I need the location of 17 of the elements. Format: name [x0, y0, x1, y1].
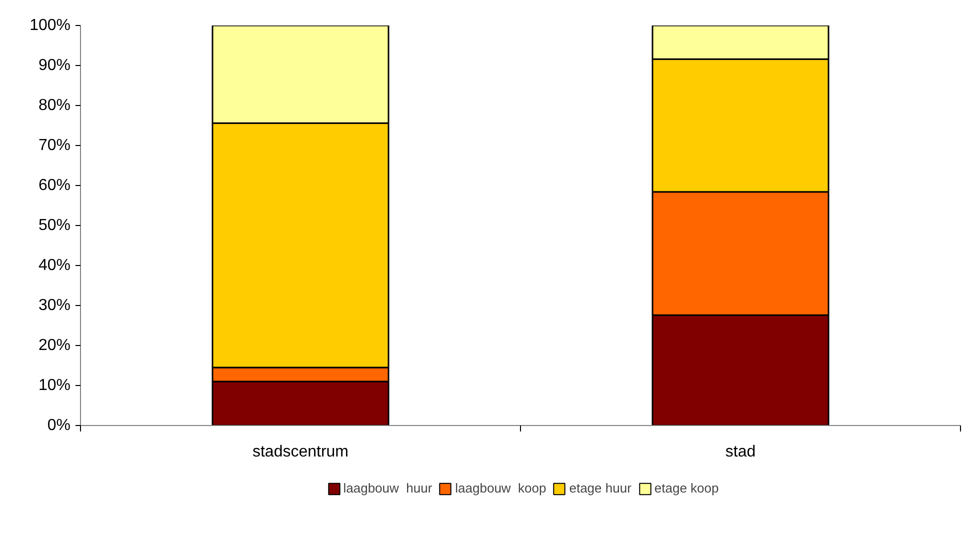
legend-label: laagbouw huur: [343, 480, 432, 496]
x-tick-label: stadscentrum: [252, 444, 349, 460]
legend-label: etage huur: [569, 480, 632, 496]
y-tick-label: 40%: [38, 257, 71, 274]
y-tick-label: 20%: [38, 337, 71, 354]
y-tick-label: 60%: [38, 177, 71, 194]
y-tick-label: 50%: [38, 217, 71, 234]
legend-label: etage koop: [654, 480, 719, 496]
y-tick-label: 10%: [38, 377, 71, 394]
y-tick-label: 30%: [38, 297, 71, 314]
y-tick-label: 90%: [38, 57, 71, 74]
y-tick-label: 100%: [30, 17, 70, 34]
y-tick-label: 70%: [38, 137, 71, 154]
x-tick-label: stad: [725, 444, 756, 460]
y-tick-label: 0%: [47, 417, 70, 434]
y-tick-label: 80%: [38, 97, 71, 114]
legend-label: laagbouw koop: [455, 480, 546, 496]
